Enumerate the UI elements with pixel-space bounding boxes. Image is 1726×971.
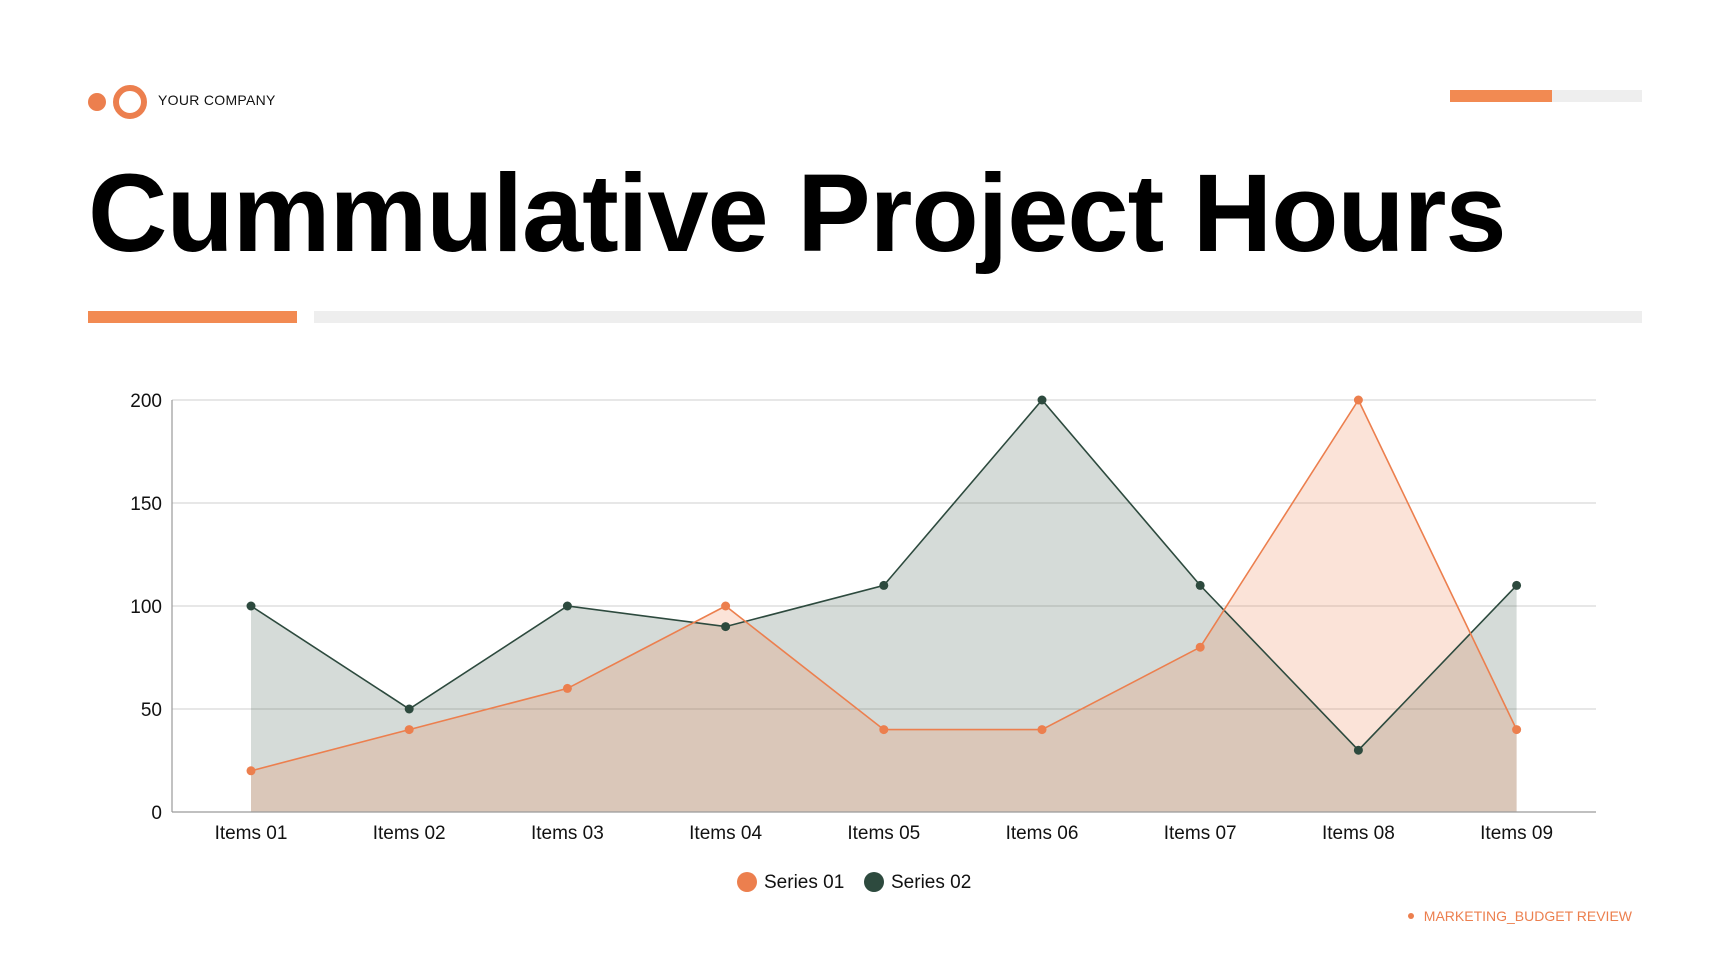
x-tick-label: Items 05 (847, 823, 920, 844)
point-series-02 (404, 704, 414, 714)
footer-bullet (1407, 913, 1414, 919)
footer-label: MARKETING_BUDGET REVIEW (1407, 908, 1632, 924)
title-underline-track (314, 311, 1642, 323)
point-series-01 (562, 683, 572, 693)
logo-dot (88, 93, 106, 111)
x-tick-label: Items 03 (531, 823, 604, 844)
x-tick-label: Items 07 (1164, 823, 1237, 844)
x-tick-label: Items 06 (1006, 823, 1079, 844)
point-series-02 (1353, 745, 1363, 755)
company-logo (88, 85, 158, 119)
y-tick-label: 200 (130, 391, 162, 412)
page-title: Cummulative Project Hours (88, 152, 1507, 275)
point-series-02 (1512, 580, 1522, 590)
legend-label-series-01: Series 01 (764, 872, 844, 893)
point-series-01 (1037, 725, 1047, 735)
point-series-01 (1512, 725, 1522, 735)
x-tick-label: Items 02 (373, 823, 446, 844)
progress-bar-fill (1450, 90, 1552, 102)
point-series-01 (246, 766, 256, 776)
point-series-02 (562, 601, 572, 611)
legend-marker-series-02 (864, 872, 884, 892)
legend-label-series-02: Series 02 (891, 872, 971, 893)
company-name: YOUR COMPANY (158, 92, 276, 108)
point-series-01 (1353, 395, 1363, 405)
y-tick-label: 0 (151, 803, 162, 824)
point-series-01 (721, 601, 731, 611)
area-series-02 (251, 400, 1517, 812)
area-chart: 0 50 100 150 200 Items 01 Items 02 Items 03 Item… (130, 391, 1596, 893)
y-tick-label: 150 (130, 494, 162, 515)
point-series-01 (879, 725, 889, 735)
x-tick-label: Items 04 (689, 823, 762, 844)
x-tick-label: Items 09 (1480, 823, 1553, 844)
x-tick-label: Items 08 (1322, 823, 1395, 844)
progress-bar (1450, 90, 1642, 102)
point-series-01 (1195, 642, 1205, 652)
logo-ring (113, 85, 147, 119)
area-series-01 (251, 400, 1517, 812)
title-underline-accent (88, 311, 297, 323)
point-series-02 (879, 580, 889, 590)
point-series-02 (1037, 395, 1047, 405)
point-series-02 (246, 601, 256, 611)
legend-marker-series-01 (737, 872, 757, 892)
point-series-01 (404, 725, 414, 735)
x-tick-label: Items 01 (215, 823, 288, 844)
y-tick-label: 100 (130, 597, 162, 618)
point-series-02 (721, 622, 731, 632)
footer-text: MARKETING_BUDGET REVIEW (1423, 908, 1632, 924)
point-series-02 (1195, 580, 1205, 590)
y-tick-label: 50 (141, 700, 162, 721)
